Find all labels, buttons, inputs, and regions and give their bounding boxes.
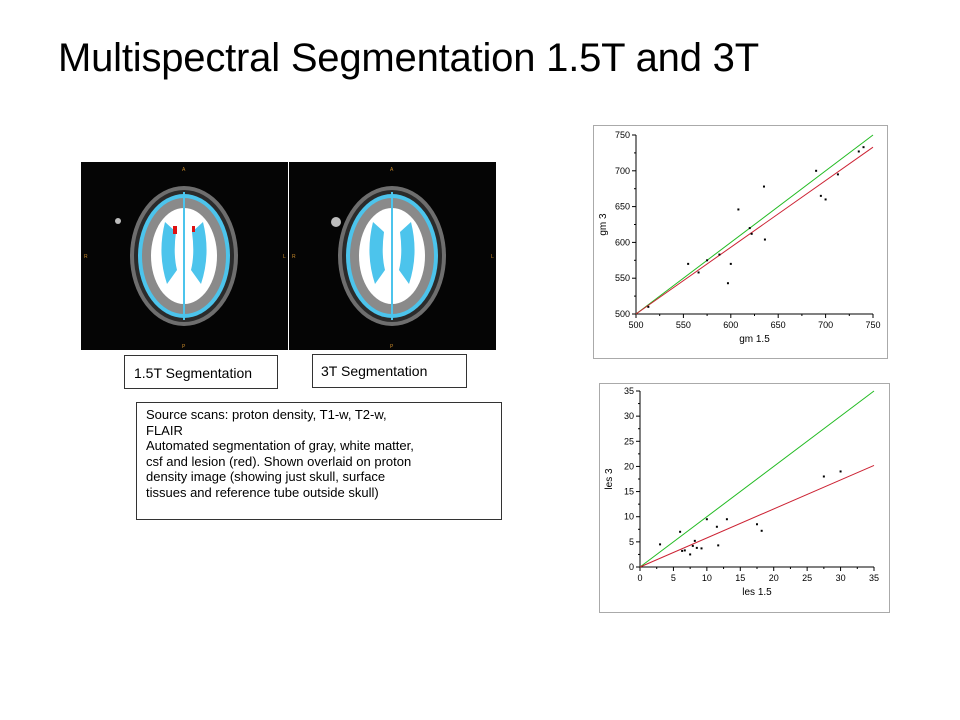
orientation-top: A bbox=[182, 167, 186, 173]
x-tick-label: 20 bbox=[769, 573, 779, 583]
brain-image-1-5t: A P R L bbox=[81, 162, 288, 350]
y-tick-label: 20 bbox=[624, 461, 634, 471]
data-point bbox=[681, 549, 684, 552]
x-tick-label: 650 bbox=[771, 320, 786, 330]
data-point bbox=[762, 185, 765, 188]
data-point bbox=[857, 150, 860, 153]
data-point bbox=[748, 227, 751, 230]
fit-line bbox=[635, 146, 874, 315]
data-point bbox=[693, 539, 696, 542]
caption-box: Source scans: proton density, T1-w, T2-w… bbox=[136, 402, 502, 520]
orientation-right: L bbox=[283, 254, 286, 260]
data-point bbox=[737, 208, 740, 211]
data-point bbox=[815, 169, 818, 172]
data-point bbox=[750, 232, 753, 235]
y-tick-label: 25 bbox=[624, 436, 634, 446]
data-point bbox=[763, 238, 766, 241]
data-point bbox=[726, 282, 729, 285]
x-tick-label: 10 bbox=[702, 573, 712, 583]
data-point bbox=[717, 544, 720, 547]
data-point bbox=[691, 544, 694, 547]
orientation-left: R bbox=[292, 254, 296, 260]
x-tick-label: 500 bbox=[628, 320, 643, 330]
y-axis-label: les 3 bbox=[604, 468, 615, 490]
y-tick-label: 550 bbox=[615, 273, 630, 283]
data-point bbox=[839, 470, 842, 473]
data-point bbox=[819, 194, 822, 197]
data-point bbox=[683, 549, 686, 552]
data-point bbox=[822, 475, 825, 478]
data-point bbox=[700, 547, 703, 550]
data-point bbox=[705, 518, 708, 521]
data-point bbox=[725, 518, 728, 521]
caption-line: tissues and reference tube outside skull… bbox=[146, 484, 379, 500]
caption-line: Source scans: proton density, T1-w, T2-w… bbox=[146, 407, 387, 422]
data-point bbox=[824, 198, 827, 201]
x-tick-label: 15 bbox=[735, 573, 745, 583]
scatter-plot-gm: 500 550 600 650 700 750 500 550 600 650 700 750 gm 1… bbox=[598, 130, 881, 345]
scatter-plot-les: 0 5 10 15 20 25 30 35 0 5 10 15 20 25 30 35 les 1.5 les 3 bbox=[604, 386, 879, 598]
y-tick-label: 15 bbox=[624, 487, 634, 497]
data-point bbox=[706, 259, 709, 262]
x-tick-label: 35 bbox=[869, 573, 879, 583]
caption-line: Automated segmentation of gray, white ma… bbox=[146, 438, 414, 454]
x-tick-label: 550 bbox=[676, 320, 691, 330]
orientation-top: A bbox=[390, 167, 394, 173]
x-axis-label: gm 1.5 bbox=[739, 334, 770, 345]
y-tick-label: 700 bbox=[615, 166, 630, 176]
label-3t-segmentation: 3T Segmentation bbox=[312, 354, 467, 388]
data-point bbox=[659, 543, 662, 546]
data-point bbox=[756, 523, 758, 526]
page-title: Multispectral Segmentation 1.5T and 3T bbox=[58, 36, 759, 80]
data-point bbox=[718, 253, 721, 256]
data-point bbox=[760, 529, 763, 532]
identity-line bbox=[635, 134, 874, 315]
brain-segmentation-graphic: A P R L bbox=[292, 167, 494, 350]
data-point bbox=[862, 146, 865, 149]
y-tick-label: 600 bbox=[615, 237, 630, 247]
caption-line: csf and lesion (red). Shown overlaid on … bbox=[146, 453, 412, 469]
label-text: 3T Segmentation bbox=[321, 363, 428, 379]
fit-line bbox=[639, 464, 875, 568]
y-tick-label: 35 bbox=[624, 386, 634, 396]
label-text: 1.5T Segmentation bbox=[134, 365, 253, 381]
orientation-bottom: P bbox=[182, 344, 186, 350]
y-tick-label: 650 bbox=[615, 202, 630, 212]
orientation-bottom: P bbox=[390, 344, 394, 350]
chart-gray-matter: 500 550 600 650 700 750 500 550 600 650 700 750 gm 1… bbox=[593, 125, 888, 359]
y-tick-label: 30 bbox=[624, 411, 634, 421]
brain-segmentation-graphic: A P R L bbox=[84, 167, 286, 350]
data-point bbox=[689, 553, 692, 556]
orientation-right: L bbox=[491, 254, 494, 260]
data-point bbox=[687, 262, 690, 265]
data-point bbox=[647, 305, 650, 308]
chart-lesion: 0 5 10 15 20 25 30 35 0 5 10 15 20 25 30 35 les 1.5 les 3 bbox=[599, 383, 890, 613]
x-tick-label: 0 bbox=[637, 573, 642, 583]
data-point bbox=[729, 262, 732, 265]
x-tick-label: 25 bbox=[802, 573, 812, 583]
caption-line: FLAIR bbox=[146, 422, 183, 438]
y-tick-label: 5 bbox=[629, 537, 634, 547]
y-tick-label: 10 bbox=[624, 512, 634, 522]
identity-line bbox=[639, 390, 875, 568]
data-point bbox=[836, 173, 839, 176]
brain-image-3t: A P R L bbox=[289, 162, 496, 350]
y-axis-label: gm 3 bbox=[598, 213, 609, 236]
label-1-5t-segmentation: 1.5T Segmentation bbox=[124, 355, 278, 389]
x-tick-label: 5 bbox=[671, 573, 676, 583]
x-tick-label: 30 bbox=[836, 573, 846, 583]
x-tick-label: 600 bbox=[723, 320, 738, 330]
x-axis-label: les 1.5 bbox=[742, 587, 772, 598]
x-tick-label: 750 bbox=[865, 320, 880, 330]
orientation-left: R bbox=[84, 254, 88, 260]
data-point bbox=[715, 525, 718, 528]
x-tick-label: 700 bbox=[818, 320, 833, 330]
data-point bbox=[695, 546, 698, 549]
caption-line: density image (showing just skull, surfa… bbox=[146, 469, 386, 485]
y-tick-label: 0 bbox=[629, 562, 634, 572]
data-point bbox=[679, 530, 682, 533]
y-tick-label: 750 bbox=[615, 130, 630, 140]
y-tick-label: 500 bbox=[615, 309, 630, 319]
data-point bbox=[697, 271, 700, 274]
